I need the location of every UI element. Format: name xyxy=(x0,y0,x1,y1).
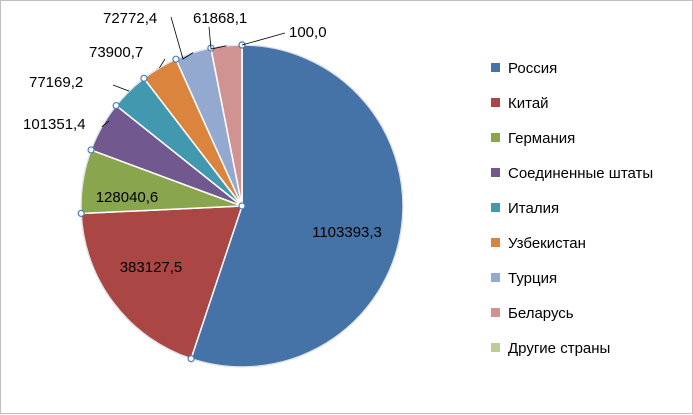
legend-label-9: Другие страны xyxy=(508,340,610,357)
selection-handle-5[interactable] xyxy=(113,103,119,109)
data-label-5: 77169,2 xyxy=(29,74,83,91)
data-label-9: 100,0 xyxy=(289,24,327,41)
legend-label-6: Узбекистан xyxy=(508,235,586,252)
legend-swatch-4 xyxy=(491,168,500,177)
selection-handle-center[interactable] xyxy=(239,203,245,209)
legend-swatch-1 xyxy=(491,63,500,72)
legend-swatch-6 xyxy=(491,238,500,247)
leader-line-7 xyxy=(171,17,193,59)
legend-label-4: Соединенные штаты xyxy=(508,165,653,182)
selection-handle-3[interactable] xyxy=(78,210,84,216)
data-label-1: 1103393,3 xyxy=(312,224,382,241)
legend-swatch-9 xyxy=(491,343,500,352)
legend-label-3: Германия xyxy=(508,130,575,147)
data-label-8: 61868,1 xyxy=(193,10,247,27)
legend: Россия Китай Германия Соединенные штаты Итал… xyxy=(491,60,653,357)
data-label-3: 128040,6 xyxy=(96,189,159,206)
legend-swatch-3 xyxy=(491,133,500,142)
legend-label-8: Беларусь xyxy=(508,305,574,322)
legend-swatch-5 xyxy=(491,203,500,212)
legend-label-2: Китай xyxy=(508,95,549,112)
leader-line-9 xyxy=(242,33,285,45)
selection-handle-4[interactable] xyxy=(88,147,94,153)
legend-label-5: Италия xyxy=(508,200,559,217)
data-label-7: 72772,4 xyxy=(103,10,157,27)
selection-handle-7[interactable] xyxy=(173,56,179,62)
selection-handle-2[interactable] xyxy=(188,356,194,362)
leader-line-5 xyxy=(113,85,129,91)
data-label-4: 101351,4 xyxy=(23,116,86,133)
legend-swatch-7 xyxy=(491,273,500,282)
data-label-2: 383127,5 xyxy=(120,259,183,276)
legend-swatch-8 xyxy=(491,308,500,317)
legend-label-7: Турция xyxy=(508,270,557,287)
legend-label-1: Россия xyxy=(508,60,557,77)
selection-handle-6[interactable] xyxy=(141,75,147,81)
data-label-6: 73900,7 xyxy=(89,44,143,61)
legend-swatch-2 xyxy=(491,98,500,107)
